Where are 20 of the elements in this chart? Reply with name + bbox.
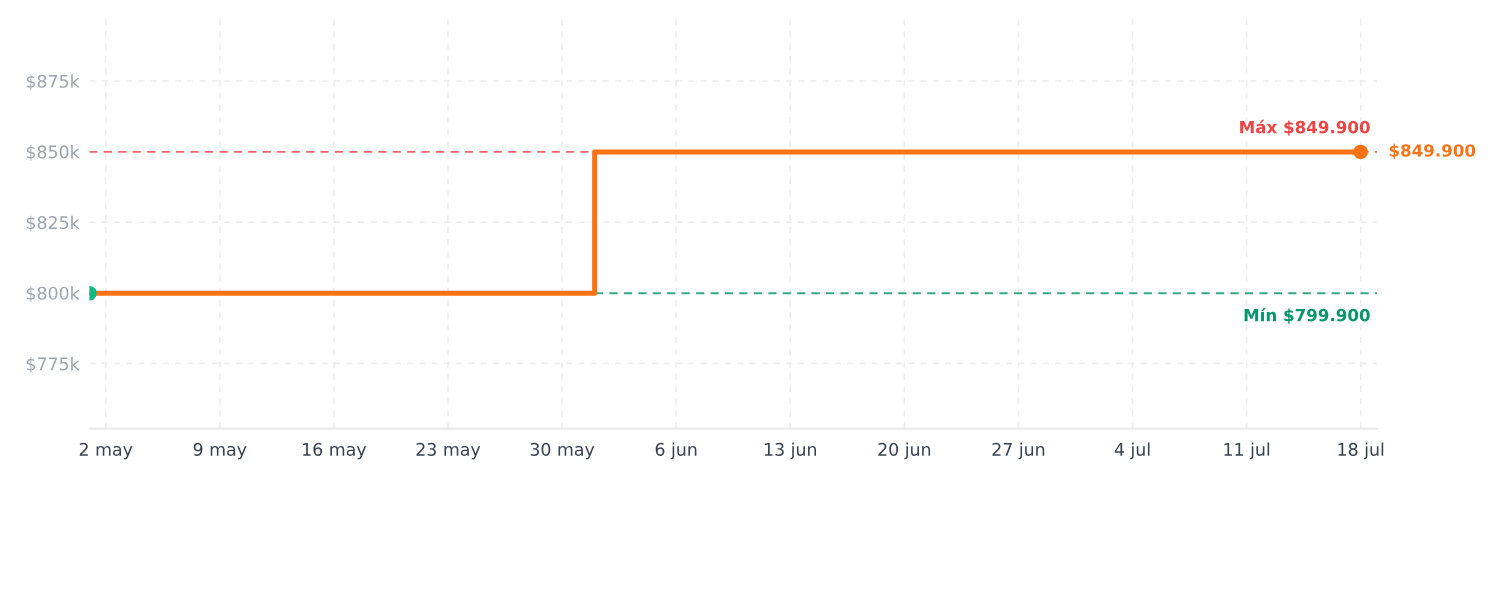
x-tick-label: 13 jun <box>764 442 816 460</box>
x-tick-label: 11 jul <box>1224 442 1270 460</box>
x-tick-label: 23 may <box>416 442 481 460</box>
x-tick-label: 2 may <box>79 442 133 460</box>
y-tick-label: $850k <box>26 145 80 161</box>
x-tick-label: 18 jul <box>1338 442 1384 460</box>
x-tick-label: 20 jun <box>878 442 931 460</box>
annotation: $849.900 <box>1389 143 1476 159</box>
y-tick-label: $825k <box>26 215 80 232</box>
x-tick-label: 30 may <box>530 442 595 460</box>
ref-line-label: Máx $849.900 <box>1240 119 1370 136</box>
ref-line-label: Mín $799.900 <box>1244 307 1370 324</box>
x-tick-label: 6 jun <box>655 442 697 460</box>
x-tick-label: 4 jul <box>1114 442 1150 460</box>
y-tick-label: $800k <box>26 286 80 303</box>
x-tick-label: 27 jun <box>992 442 1045 460</box>
y-tick-label: $875k <box>26 74 80 91</box>
x-tick-label: 9 may <box>193 442 247 460</box>
y-tick-label: $775k <box>26 357 80 373</box>
x-tick-label: 16 may <box>303 442 367 460</box>
